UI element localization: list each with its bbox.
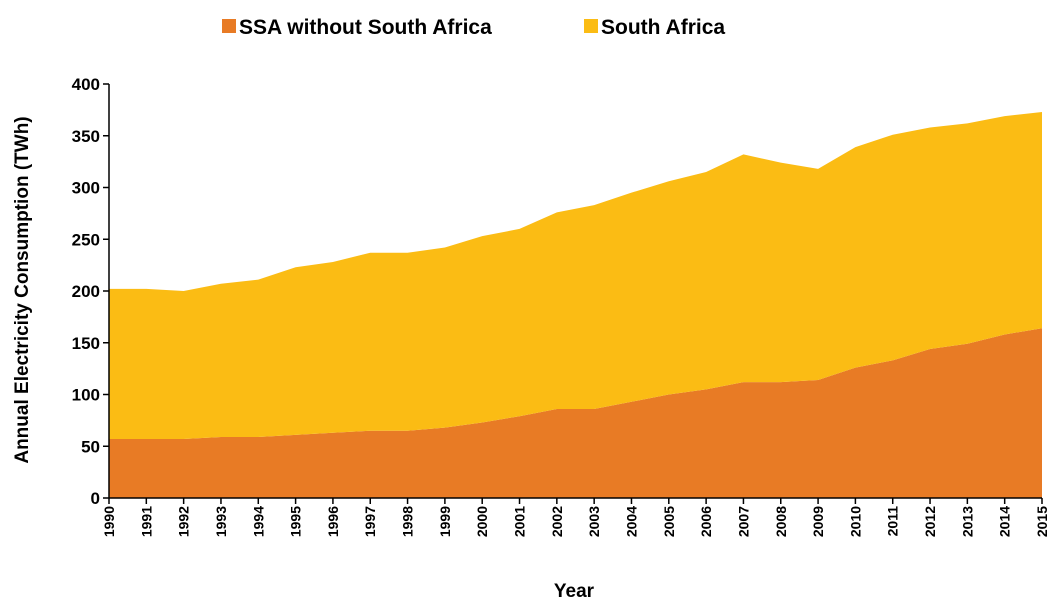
area-series-1 (109, 111, 1042, 439)
x-tick-label: 1995 (288, 506, 304, 537)
legend-swatch (222, 19, 236, 33)
x-tick-label: 1990 (101, 506, 117, 537)
y-tick-label: 300 (72, 179, 100, 198)
y-axis: 0 50 100 150 200 250 300 350 400 (72, 75, 110, 508)
x-tick-label: 2005 (661, 506, 677, 537)
x-tick-label: 2013 (959, 506, 975, 537)
x-tick-label: 2012 (922, 506, 938, 537)
y-tick-label: 150 (72, 334, 100, 353)
x-tick-label: 2010 (847, 506, 863, 537)
x-axis-title: Year (554, 581, 595, 602)
x-axis: 1990 1991 1992 1993 1994 1995 1996 1997 1998 1999… (101, 497, 1050, 537)
x-tick-label: 1996 (325, 506, 341, 537)
x-tick-label: 2011 (885, 506, 901, 537)
x-tick-label: 1994 (250, 506, 266, 537)
legend-label: South Africa (601, 16, 725, 39)
y-tick-label: 350 (72, 127, 100, 146)
plot-area (109, 111, 1042, 498)
legend-label: SSA without South Africa (239, 16, 492, 39)
y-tick-label: 50 (81, 437, 100, 456)
x-tick-label: 2004 (623, 506, 639, 537)
x-tick-label: 1997 (362, 506, 378, 537)
area-series-0 (109, 328, 1042, 498)
x-tick-label: 1993 (213, 506, 229, 537)
y-tick-label: 200 (72, 282, 100, 301)
legend-swatch (584, 19, 598, 33)
x-tick-label: 1999 (437, 506, 453, 537)
x-tick-label: 2009 (810, 506, 826, 537)
x-tick-label: 1992 (176, 506, 192, 537)
y-tick-label: 0 (91, 489, 100, 508)
y-tick-label: 250 (72, 230, 100, 249)
x-tick-label: 2014 (997, 506, 1013, 537)
x-tick-label: 1998 (400, 506, 416, 537)
x-tick-label: 2007 (735, 506, 751, 537)
y-tick-label: 100 (72, 386, 100, 405)
y-tick-label: 400 (72, 75, 100, 94)
x-tick-label: 1991 (138, 506, 154, 537)
legend-item-1: South Africa (584, 16, 725, 39)
x-tick-label: 2006 (698, 506, 714, 537)
x-tick-label: 2003 (586, 506, 602, 537)
y-axis-title: Annual Electricity Consumption (TWh) (12, 116, 33, 463)
legend-item-0: SSA without South Africa (222, 16, 492, 39)
x-tick-label: 2000 (474, 506, 490, 537)
legend: SSA without South Africa South Africa (222, 16, 725, 39)
x-tick-label: 2008 (773, 506, 789, 537)
x-tick-label: 2015 (1034, 506, 1050, 537)
x-tick-label: 2002 (549, 506, 565, 537)
x-tick-label: 2001 (512, 506, 528, 537)
